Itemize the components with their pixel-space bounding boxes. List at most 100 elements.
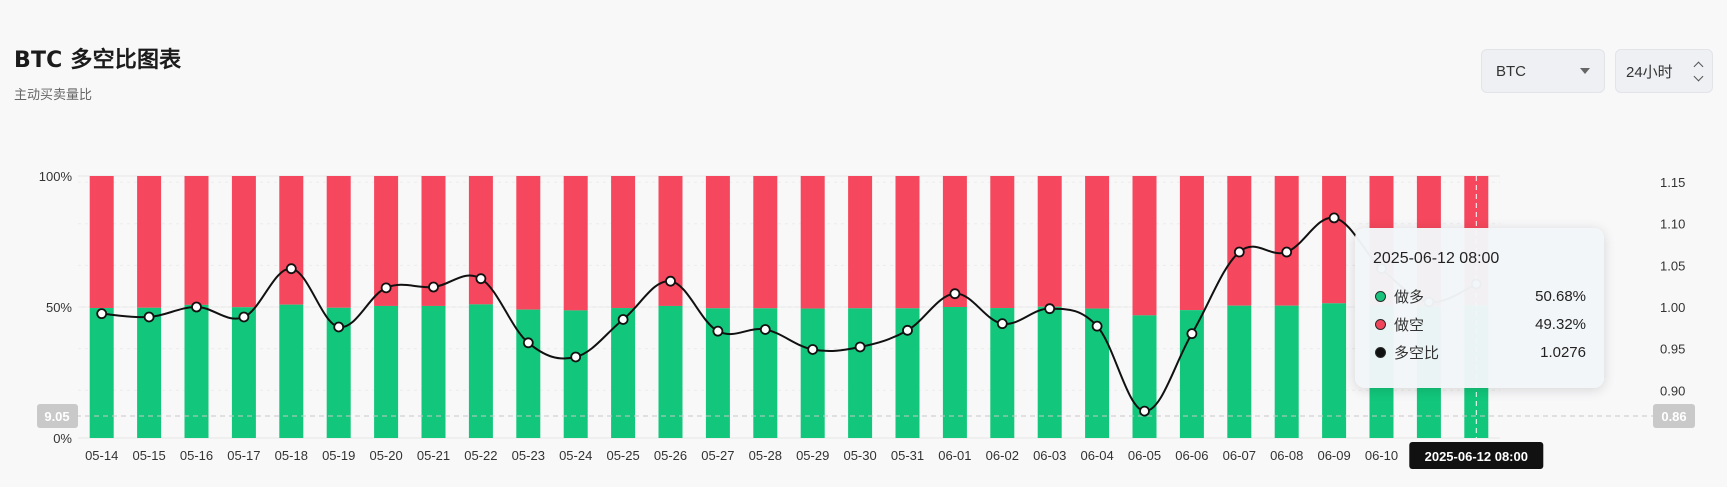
- ratio-point[interactable]: [1233, 246, 1245, 258]
- short-bar[interactable]: [1274, 176, 1299, 306]
- ratio-point[interactable]: [428, 281, 439, 293]
- page-title: BTC 多空比图表: [14, 48, 182, 73]
- long-bar[interactable]: [184, 304, 209, 438]
- x-tick-label: 05-20: [369, 448, 402, 463]
- long-bar[interactable]: [1037, 306, 1062, 438]
- short-bar[interactable]: [1227, 176, 1252, 306]
- ratio-point[interactable]: [1186, 328, 1198, 340]
- x-tick-label: 05-17: [227, 448, 260, 463]
- long-bar[interactable]: [800, 308, 825, 438]
- ratio-point[interactable]: [759, 324, 771, 335]
- coin-select-value: BTC: [1496, 62, 1526, 80]
- left-crosshair-badge: [37, 404, 78, 428]
- long-bar[interactable]: [658, 305, 683, 438]
- right-tick-label: 1.00: [1660, 300, 1685, 315]
- x-tick-label: 05-22: [464, 448, 497, 463]
- long-bar[interactable]: [279, 304, 304, 438]
- long-bar[interactable]: [89, 308, 114, 438]
- short-bar[interactable]: [942, 176, 967, 307]
- x-crosshair-value: 2025-06-12 08:00: [1425, 449, 1528, 464]
- ratio-point[interactable]: [285, 263, 297, 275]
- ratio-point[interactable]: [1328, 212, 1340, 224]
- long-bar[interactable]: [468, 304, 493, 438]
- crosshair-labels: 9.05 0.86 2025-06-12 08:00: [37, 404, 1695, 469]
- short-bar[interactable]: [1085, 176, 1110, 309]
- long-bar[interactable]: [231, 307, 256, 438]
- ratio-point[interactable]: [665, 275, 676, 287]
- ratio-point[interactable]: [949, 288, 961, 300]
- right-tick-label: 0.90: [1660, 383, 1685, 398]
- ratio-point[interactable]: [712, 325, 724, 337]
- ratio-point[interactable]: [191, 301, 202, 313]
- left-axis-ticks: 0% 50% 100%: [39, 169, 73, 446]
- short-bar[interactable]: [1322, 176, 1347, 304]
- short-bar[interactable]: [895, 176, 920, 309]
- ratio-point[interactable]: [854, 341, 866, 353]
- ratio-point[interactable]: [380, 282, 392, 294]
- tooltip-row: 做空 49.32%: [1373, 310, 1586, 338]
- short-bar[interactable]: [563, 176, 588, 311]
- long-bar[interactable]: [1322, 303, 1347, 438]
- long-bar[interactable]: [611, 308, 636, 438]
- ratio-point[interactable]: [333, 321, 345, 333]
- ratio-point[interactable]: [996, 318, 1008, 330]
- x-tick-label: 05-25: [606, 448, 639, 463]
- coin-select[interactable]: BTC: [1481, 49, 1605, 93]
- ratio-point[interactable]: [522, 337, 534, 349]
- time-range-select[interactable]: 24小时: [1615, 49, 1713, 93]
- left-tick-label: 0%: [53, 431, 72, 446]
- x-tick-label: 06-07: [1223, 448, 1256, 463]
- long-bar[interactable]: [1274, 305, 1299, 438]
- long-bar[interactable]: [374, 305, 399, 438]
- ratio-point[interactable]: [617, 314, 629, 325]
- short-bar[interactable]: [1037, 176, 1062, 307]
- tooltip-value: 1.0276: [1540, 343, 1586, 361]
- short-bar[interactable]: [326, 176, 351, 308]
- short-bar[interactable]: [705, 176, 730, 309]
- long-bar[interactable]: [137, 307, 162, 438]
- tooltip-row: 做多 50.68%: [1373, 282, 1586, 310]
- right-tick-label: 0.95: [1660, 342, 1685, 357]
- x-tick-label: 05-26: [654, 448, 687, 463]
- short-bar[interactable]: [800, 176, 825, 309]
- right-tick-label: 1.05: [1660, 258, 1685, 273]
- long-bar[interactable]: [1227, 305, 1252, 438]
- short-bar[interactable]: [990, 176, 1015, 309]
- long-bar[interactable]: [848, 308, 873, 438]
- ratio-point[interactable]: [570, 351, 582, 363]
- ratio-point[interactable]: [1044, 303, 1056, 315]
- short-bar[interactable]: [89, 176, 114, 309]
- short-bar[interactable]: [848, 176, 873, 309]
- x-tick-label: 05-31: [891, 448, 924, 463]
- ratio-point[interactable]: [143, 311, 155, 323]
- ratio-point[interactable]: [807, 344, 819, 355]
- short-bar[interactable]: [516, 176, 541, 310]
- ratio-point[interactable]: [902, 324, 913, 336]
- ratio-point[interactable]: [1139, 405, 1150, 417]
- short-bar[interactable]: [184, 176, 209, 305]
- long-bar[interactable]: [563, 310, 588, 438]
- ratio-point[interactable]: [1281, 246, 1293, 258]
- long-bar[interactable]: [942, 307, 967, 438]
- short-bar[interactable]: [137, 176, 162, 308]
- long-bar[interactable]: [516, 309, 541, 438]
- long-bar[interactable]: [421, 305, 446, 438]
- ratio-point[interactable]: [1091, 320, 1103, 332]
- tooltip-label: 做空: [1394, 316, 1425, 334]
- short-bar[interactable]: [1179, 176, 1204, 311]
- ratio-point[interactable]: [238, 311, 250, 323]
- tooltip-date: 2025-06-12 08:00: [1373, 250, 1500, 267]
- legend-dot-icon: [1375, 318, 1386, 330]
- short-bar[interactable]: [231, 176, 256, 308]
- ratio-point[interactable]: [475, 273, 487, 285]
- short-bar[interactable]: [1132, 176, 1157, 316]
- x-tick-label: 05-28: [749, 448, 782, 463]
- long-bar[interactable]: [1132, 315, 1157, 438]
- right-axis-ticks: 0.90 0.95 1.00 1.05 1.10 1.15: [1660, 175, 1685, 398]
- ratio-point[interactable]: [96, 308, 108, 320]
- short-bar[interactable]: [611, 176, 636, 309]
- short-bar[interactable]: [279, 176, 304, 305]
- x-tick-label: 05-29: [796, 448, 829, 463]
- short-bar[interactable]: [753, 176, 778, 309]
